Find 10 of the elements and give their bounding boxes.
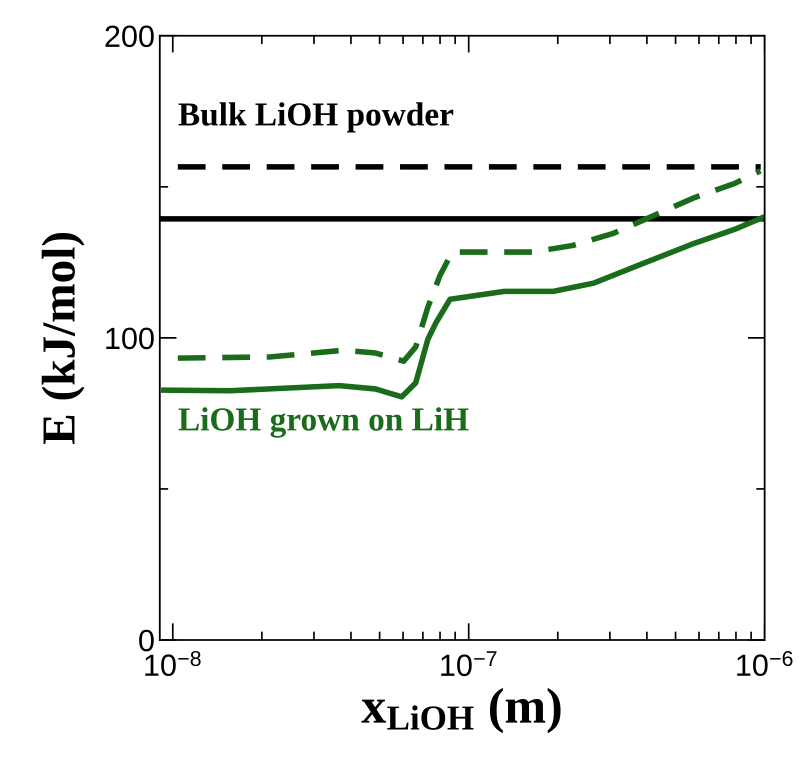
annotation: LiOH grown on LiH: [178, 407, 469, 438]
y-axis-title: E (kJ/mol): [42, 233, 85, 444]
x-tick-label: 10$^{−6}$: [737, 650, 793, 676]
annotation: Bulk LiOH powder: [178, 102, 454, 132]
y-tick-label: 0: [139, 630, 154, 652]
x-tick-label: 10$^{−8}$: [145, 650, 201, 676]
y-tick-label: 200: [106, 26, 154, 48]
y-tick-label: 100: [106, 328, 154, 350]
x-tick-label: 10$^{−7}$: [441, 651, 496, 676]
x-axis-title: x$_{LiOH}$ (m): [361, 688, 561, 734]
